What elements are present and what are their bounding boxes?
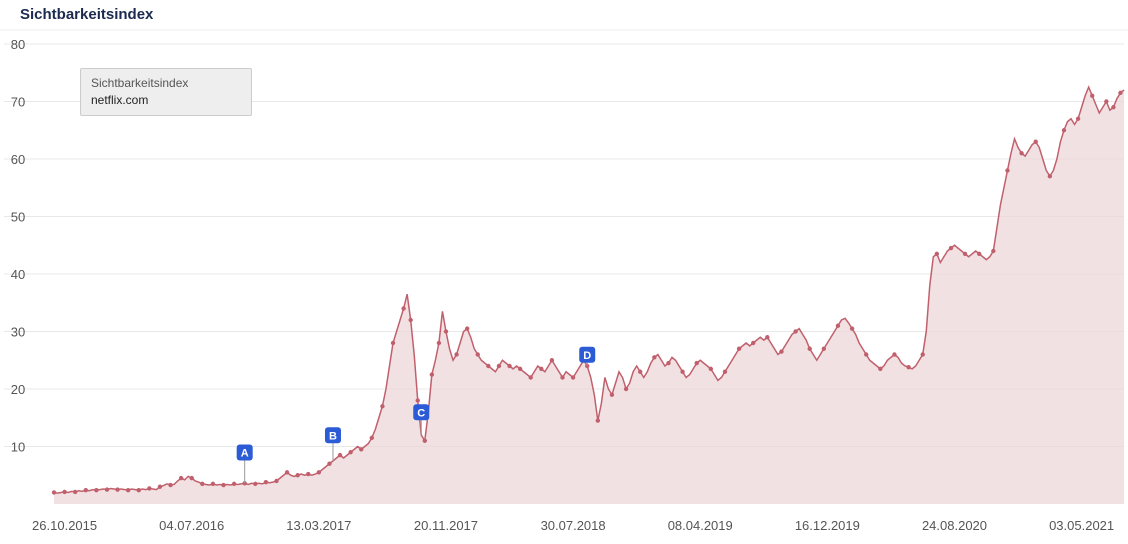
svg-text:A: A (241, 448, 249, 460)
svg-text:60: 60 (11, 152, 25, 167)
svg-text:30: 30 (11, 325, 25, 340)
svg-text:08.04.2019: 08.04.2019 (668, 518, 733, 533)
legend-series-name: Sichtbarkeitsindex (91, 75, 241, 92)
svg-text:20: 20 (11, 382, 25, 397)
svg-text:70: 70 (11, 95, 25, 110)
svg-text:20.11.2017: 20.11.2017 (414, 518, 478, 533)
svg-text:B: B (329, 430, 337, 442)
svg-text:16.12.2019: 16.12.2019 (795, 518, 860, 533)
svg-text:50: 50 (11, 210, 25, 225)
svg-text:D: D (583, 350, 591, 362)
event-marker-b[interactable]: B (325, 427, 341, 443)
svg-text:13.03.2017: 13.03.2017 (286, 518, 351, 533)
svg-text:04.07.2016: 04.07.2016 (159, 518, 224, 533)
event-marker-a[interactable]: A (237, 445, 253, 461)
svg-text:40: 40 (11, 267, 25, 282)
legend-domain: netflix.com (91, 92, 241, 109)
svg-text:26.10.2015: 26.10.2015 (32, 518, 97, 533)
event-marker-c[interactable]: C (413, 404, 429, 420)
svg-text:10: 10 (11, 440, 25, 455)
chart-title: Sichtbarkeitsindex (20, 6, 153, 23)
chart-legend: Sichtbarkeitsindex netflix.com (80, 68, 252, 116)
svg-text:C: C (417, 407, 425, 419)
visibility-chart-container: Sichtbarkeitsindex Sichtbarkeitsindex ne… (0, 0, 1128, 544)
svg-text:03.05.2021: 03.05.2021 (1049, 518, 1114, 533)
svg-text:80: 80 (11, 37, 25, 52)
event-marker-d[interactable]: D (579, 347, 595, 363)
svg-text:24.08.2020: 24.08.2020 (922, 518, 987, 533)
svg-text:30.07.2018: 30.07.2018 (541, 518, 606, 533)
